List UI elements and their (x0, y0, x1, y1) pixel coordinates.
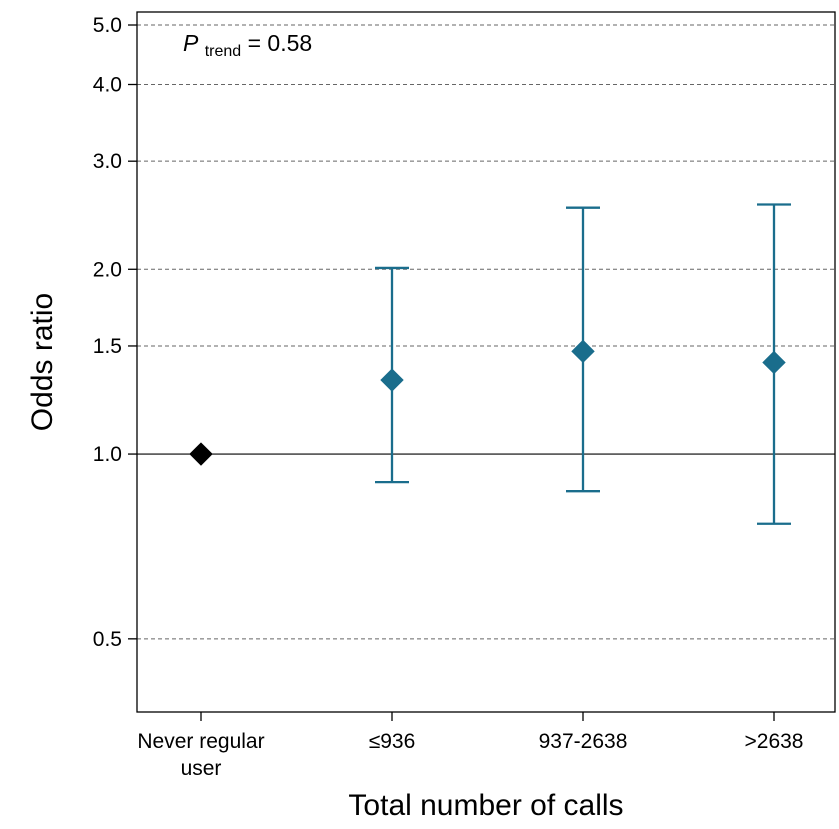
p-trend-value: = 0.58 (248, 30, 313, 56)
p-trend-subscript: trend (205, 43, 241, 60)
confidence-intervals (375, 203, 791, 525)
x-axis-title: Total number of calls (348, 789, 623, 822)
p-trend-annotation: P trend = 0.58 (177, 28, 321, 63)
point-marker (762, 350, 786, 375)
point-marker (189, 442, 213, 466)
x-tick-label: >2638 (745, 730, 804, 753)
x-tick-label: user (181, 757, 222, 780)
y-tick-label: 5.0 (93, 14, 122, 37)
p-trend-text: P trend = 0.58 (183, 30, 312, 61)
annotation-background (177, 28, 321, 63)
y-tick-label: 3.0 (93, 150, 122, 173)
y-tick-label: 2.0 (93, 258, 122, 281)
y-ticks: 0.5 1.0 1.5 2.0 3.0 4.0 5.0 (93, 14, 137, 651)
point-marker (571, 339, 595, 364)
p-trend-italic: P (183, 30, 199, 56)
x-ticks: Never regular user ≤936 937-2638 >2638 (137, 712, 803, 780)
y-axis-title: Odds ratio (26, 293, 59, 431)
plot-frame (136, 11, 836, 713)
y-tick-label: 1.0 (93, 443, 122, 466)
y-tick-label: 0.5 (93, 628, 122, 651)
x-tick-label: Never regular (137, 730, 264, 753)
y-tick-label: 1.5 (93, 335, 122, 358)
point-marker (380, 368, 404, 392)
y-tick-label: 4.0 (93, 73, 122, 96)
x-tick-label: ≤936 (369, 730, 416, 753)
point-estimates (189, 339, 786, 466)
x-tick-label: 937-2638 (539, 730, 628, 753)
grid-lines (137, 24, 835, 640)
